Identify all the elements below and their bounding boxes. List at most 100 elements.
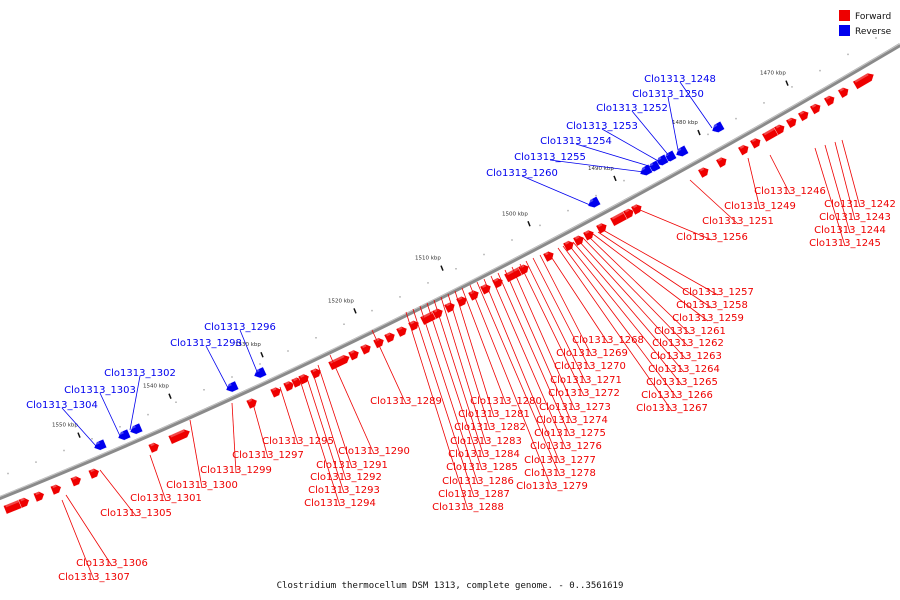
gene-label: Clo1313_1299 (200, 465, 272, 476)
gene-label: Clo1313_1253 (566, 121, 638, 132)
gene-label: Clo1313_1267 (636, 403, 708, 414)
gene-label-leader (577, 239, 687, 360)
legend: Forward Reverse (839, 10, 892, 37)
gene-label-leader (61, 407, 97, 447)
gene-label-leader (279, 386, 299, 445)
gene-label-leader (65, 494, 113, 567)
gene-label-leader (497, 272, 571, 437)
gene-label-leader (639, 209, 713, 241)
gene-label: Clo1313_1278 (524, 468, 596, 479)
gene-label: Clo1313_1280 (470, 396, 542, 407)
gene-label: Clo1313_1288 (432, 502, 504, 513)
kbp-label: 1550 kbp (52, 423, 78, 429)
forward-gene-arrow (715, 156, 727, 169)
gene-label-leader (602, 229, 719, 296)
gene-label: Clo1313_1272 (548, 388, 620, 399)
gene-label: Clo1313_1249 (724, 201, 796, 212)
gene-label: Clo1313_1283 (450, 436, 522, 447)
gene-label-leader (511, 266, 576, 411)
gene-label-leader (582, 237, 689, 347)
kbp-label: 1520 kbp (328, 298, 354, 304)
gene-label: Clo1313_1285 (446, 462, 518, 473)
gene-label-leader (557, 247, 673, 412)
gene-label: Clo1313_1273 (539, 402, 611, 413)
forward-gene-arrow (479, 283, 492, 296)
minor-ticks (7, 37, 877, 475)
gene-label-leader (405, 311, 469, 511)
gene-label-leader (547, 251, 609, 344)
forward-gene-arrow (269, 386, 282, 399)
kbp-label: 1480 kbp (672, 120, 698, 126)
gene-label: Clo1313_1266 (641, 390, 713, 401)
gene-label: Clo1313_1298 (170, 338, 242, 349)
gene-label: Clo1313_1244 (814, 225, 886, 236)
forward-gene-arrow (327, 354, 351, 371)
gene-label: Clo1313_1260 (486, 168, 558, 179)
forward-gene-arrow (147, 442, 160, 454)
gene-label-leader (567, 243, 683, 386)
kbp-tick (77, 432, 81, 438)
gene-label: Clo1313_1252 (596, 103, 668, 114)
gene-label: Clo1313_1281 (458, 409, 530, 420)
gene-label: Clo1313_1255 (514, 152, 586, 163)
reverse-gene-arrow (93, 438, 108, 451)
gene-features (3, 72, 875, 515)
forward-gene-arrow (697, 167, 709, 179)
forward-gene-arrow (50, 484, 62, 496)
gene-label-leader (679, 81, 713, 129)
gene-label: Clo1313_1302 (104, 368, 176, 379)
kbp-tick (613, 175, 617, 182)
gene-label-leader (311, 369, 347, 481)
gene-label-leader (521, 175, 591, 206)
kbp-tick (527, 220, 531, 227)
gene-label: Clo1313_1300 (166, 480, 238, 491)
gene-label: Clo1313_1303 (64, 385, 136, 396)
gene-label: Clo1313_1265 (646, 377, 718, 388)
forward-gene-arrow (467, 289, 480, 302)
gene-label-leader (419, 305, 479, 485)
genome-caption: Clostridium thermocellum DSM 1313, compl… (277, 581, 624, 591)
kbp-marks: 1470 kbp 1480 kbp 1490 kbp 1500 kbp 1510 kbp… (52, 71, 789, 438)
reverse-gene-arrow (587, 196, 601, 208)
gene-label-leader (667, 96, 679, 151)
reverse-gene-arrow (225, 380, 240, 393)
kbp-label: 1510 kbp (415, 256, 441, 262)
gene-label: Clo1313_1245 (809, 238, 881, 249)
gene-label-leader (490, 275, 567, 450)
gene-label-leader (454, 290, 495, 418)
gene-label-leader (447, 293, 491, 431)
kbp-label: 1490 kbp (588, 166, 614, 172)
reverse-gene-arrow (675, 144, 689, 157)
gene-label-leader (461, 287, 507, 405)
gene-label-leader (549, 159, 645, 173)
forward-gene-arrow (282, 380, 295, 392)
gene-label: Clo1313_1289 (370, 396, 442, 407)
gene-label-leader (231, 402, 237, 474)
forward-gene-arrow (395, 326, 408, 338)
gene-label: Clo1313_1282 (454, 422, 526, 433)
genome-backbone (0, 43, 900, 501)
gene-label: Clo1313_1250 (632, 89, 704, 100)
gene-label-leader (575, 143, 653, 168)
legend-forward-label: Forward (855, 12, 891, 22)
gene-label: Clo1313_1264 (648, 364, 720, 375)
gene-label-leader (305, 374, 345, 494)
forward-gene-arrow (773, 124, 785, 136)
gene-label: Clo1313_1306 (76, 558, 148, 569)
gene-label-leader (525, 260, 587, 384)
gene-label-leader (824, 144, 851, 234)
gene-label: Clo1313_1268 (572, 335, 644, 346)
gene-label: Clo1313_1258 (676, 300, 748, 311)
gene-label: Clo1313_1251 (702, 216, 774, 227)
gene-label-leader (433, 299, 485, 458)
gene-label-leader (61, 499, 95, 581)
kbp-tick (785, 80, 789, 86)
reverse-gene-arrow (117, 428, 132, 441)
gene-label-leader (834, 141, 856, 221)
gene-label-leader (747, 157, 761, 210)
kbp-tick (697, 129, 701, 136)
forward-gene-arrow (167, 428, 191, 445)
gene-labels: Clo1313_1242 Clo1313_1243 Clo1313_1244 Clo1… (26, 74, 896, 583)
gene-label: Clo1313_1259 (672, 313, 744, 324)
